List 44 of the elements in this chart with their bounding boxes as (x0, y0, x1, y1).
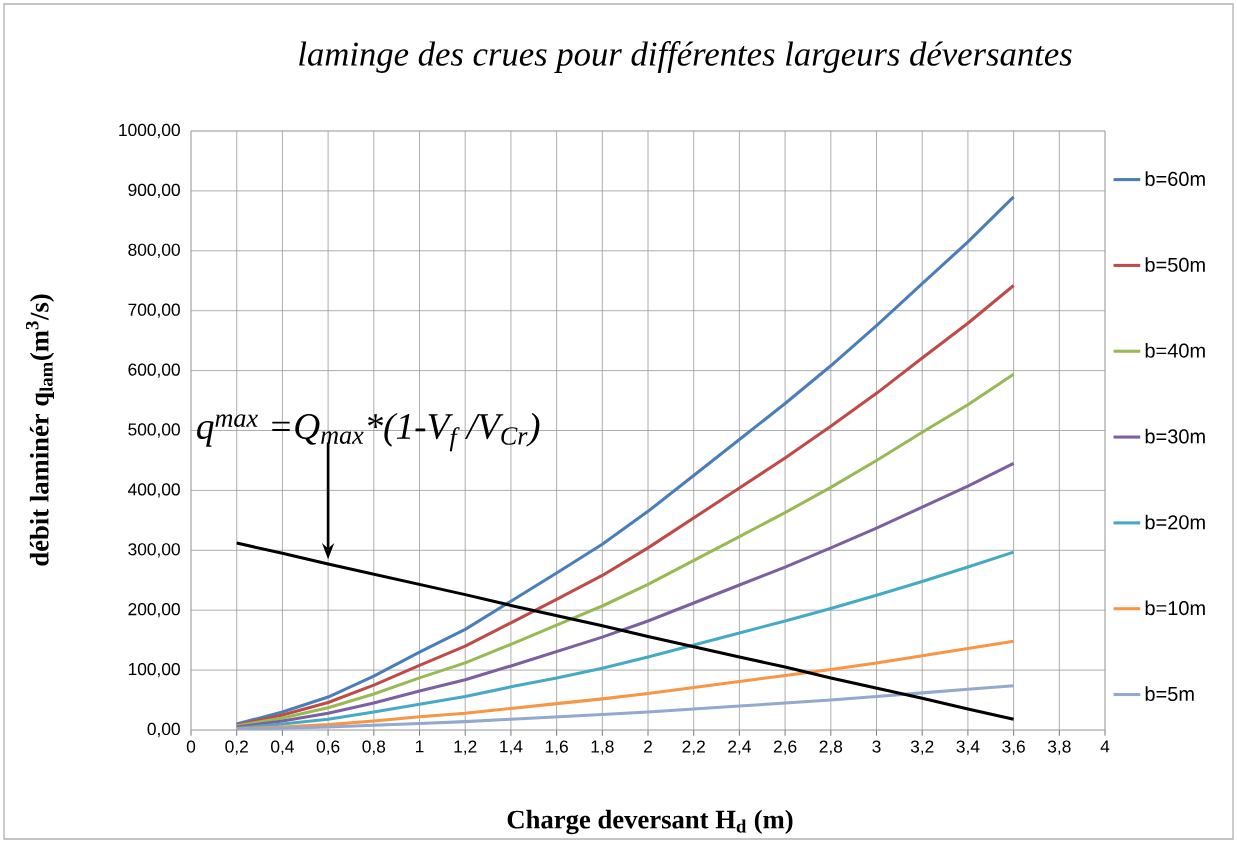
y-tick-label: 600,00 (128, 363, 180, 378)
y-tick-label: 1000,00 (119, 123, 180, 139)
x-axis-title: Charge deversant H$_{d}$ (m) (507, 809, 793, 835)
x-tick-label: 0,4 (271, 740, 294, 755)
legend-label: b=40m (1145, 342, 1205, 358)
legend-label: b=20m (1145, 514, 1205, 530)
legend-label: b=5m (1145, 686, 1194, 701)
y-tick-label: 800,00 (128, 243, 180, 258)
x-tick-label: 0,2 (225, 740, 248, 755)
y-axis-title: débit laminér q$_{lam}$(m$^{3}$/s) (25, 294, 55, 566)
x-tick-label: 2 (644, 740, 652, 753)
x-tick-label: 1 (416, 740, 424, 753)
x-tick-label: 3,6 (1002, 740, 1025, 755)
y-tick-label: 200,00 (128, 603, 180, 618)
x-tick-label: 1,8 (591, 740, 614, 755)
x-tick-label: 2,2 (682, 740, 705, 755)
legend-label: b=30m (1145, 428, 1205, 444)
y-tick-label: 500,00 (128, 423, 180, 438)
y-tick-label: 300,00 (128, 543, 180, 558)
text: q$^{max}$ =Q$_{max}$*(1-V$_{f}$/V$_{Cr}$) (197, 412, 540, 452)
x-tick-label: 3,2 (910, 740, 934, 755)
legend-label: b=10m (1145, 600, 1205, 616)
x-tick-label: 0,8 (362, 740, 386, 755)
y-tick-label: 900,00 (128, 183, 180, 199)
x-tick-label: 0 (186, 740, 196, 753)
y-tick-label: 0,00 (147, 722, 180, 738)
x-tick-label: 0,6 (316, 740, 340, 755)
x-tick-label: 1,4 (500, 740, 523, 755)
x-tick-label: 2,4 (728, 740, 751, 755)
chart-title: laminge des crues pour différentes largeurs déversantes (299, 41, 1072, 73)
x-tick-label: 2,6 (773, 740, 797, 755)
legend-label: b=60m (1145, 171, 1205, 187)
x-tick-label: 4 (1100, 740, 1110, 753)
line-series (235, 639, 1016, 730)
x-tick-label: 3,8 (1047, 740, 1071, 755)
y-tick-label: 700,00 (128, 303, 180, 318)
x-tick-label: 3 (872, 740, 881, 753)
legend-label: b=50m (1145, 257, 1205, 272)
x-tick-label: 3,4 (956, 740, 980, 755)
y-tick-label: 100,00 (128, 662, 180, 678)
x-tick-label: 2,8 (819, 740, 843, 755)
x-tick-label: 1,6 (545, 740, 568, 755)
y-tick-label: 400,00 (127, 483, 180, 498)
x-tick-label: 1,2 (454, 740, 477, 755)
